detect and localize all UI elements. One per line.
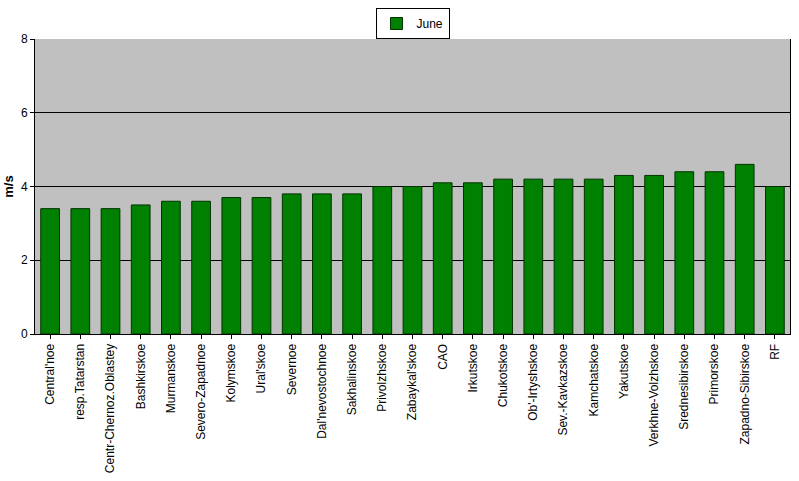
svg-text:6: 6 xyxy=(21,106,28,120)
svg-text:Chukotskoe: Chukotskoe xyxy=(496,343,510,407)
svg-text:Primorskoe: Primorskoe xyxy=(707,343,721,404)
svg-text:RF: RF xyxy=(768,344,782,360)
svg-text:Severo-Zapadnoe: Severo-Zapadnoe xyxy=(194,343,208,439)
svg-text:8: 8 xyxy=(21,32,28,46)
svg-text:0: 0 xyxy=(21,327,28,341)
svg-text:4: 4 xyxy=(21,180,28,194)
svg-text:Sev.-Kavkazskoe: Sev.-Kavkazskoe xyxy=(556,343,570,435)
svg-text:CAO: CAO xyxy=(436,344,450,370)
svg-text:m/s: m/s xyxy=(1,175,16,197)
svg-text:Sakhalinskoe: Sakhalinskoe xyxy=(345,343,359,415)
svg-text:resp.Tatarstan: resp.Tatarstan xyxy=(73,344,87,420)
svg-text:Srednesibirskoe: Srednesibirskoe xyxy=(677,343,691,429)
svg-text:Bashkirskoe: Bashkirskoe xyxy=(134,343,148,409)
svg-text:Kolymskoe: Kolymskoe xyxy=(224,343,238,402)
svg-text:Irkutskoe: Irkutskoe xyxy=(466,343,480,392)
svg-text:Privolzhskoe: Privolzhskoe xyxy=(375,343,389,411)
svg-text:Murmanskoe: Murmanskoe xyxy=(164,343,178,413)
svg-text:Centr-Chernoz.Oblastey: Centr-Chernoz.Oblastey xyxy=(103,344,117,473)
svg-text:Kamchatskoe: Kamchatskoe xyxy=(587,343,601,416)
svg-text:Severnoe: Severnoe xyxy=(285,343,299,395)
svg-text:2: 2 xyxy=(21,253,28,267)
svg-text:June: June xyxy=(417,17,443,31)
svg-text:Ural'skoe: Ural'skoe xyxy=(254,343,268,393)
svg-text:Dal'nevostochnoe: Dal'nevostochnoe xyxy=(315,343,329,438)
svg-text:Zabaykal'skoe: Zabaykal'skoe xyxy=(405,343,419,420)
svg-text:Yakutskoe: Yakutskoe xyxy=(617,343,631,398)
svg-text:Zapadno-Sibirskoe: Zapadno-Sibirskoe xyxy=(738,343,752,444)
svg-text:Verkhne-Volzhskoe: Verkhne-Volzhskoe xyxy=(647,343,661,446)
svg-text:Ob'-Irtyshskoe: Ob'-Irtyshskoe xyxy=(526,343,540,420)
svg-text:Central'noe: Central'noe xyxy=(43,343,57,404)
